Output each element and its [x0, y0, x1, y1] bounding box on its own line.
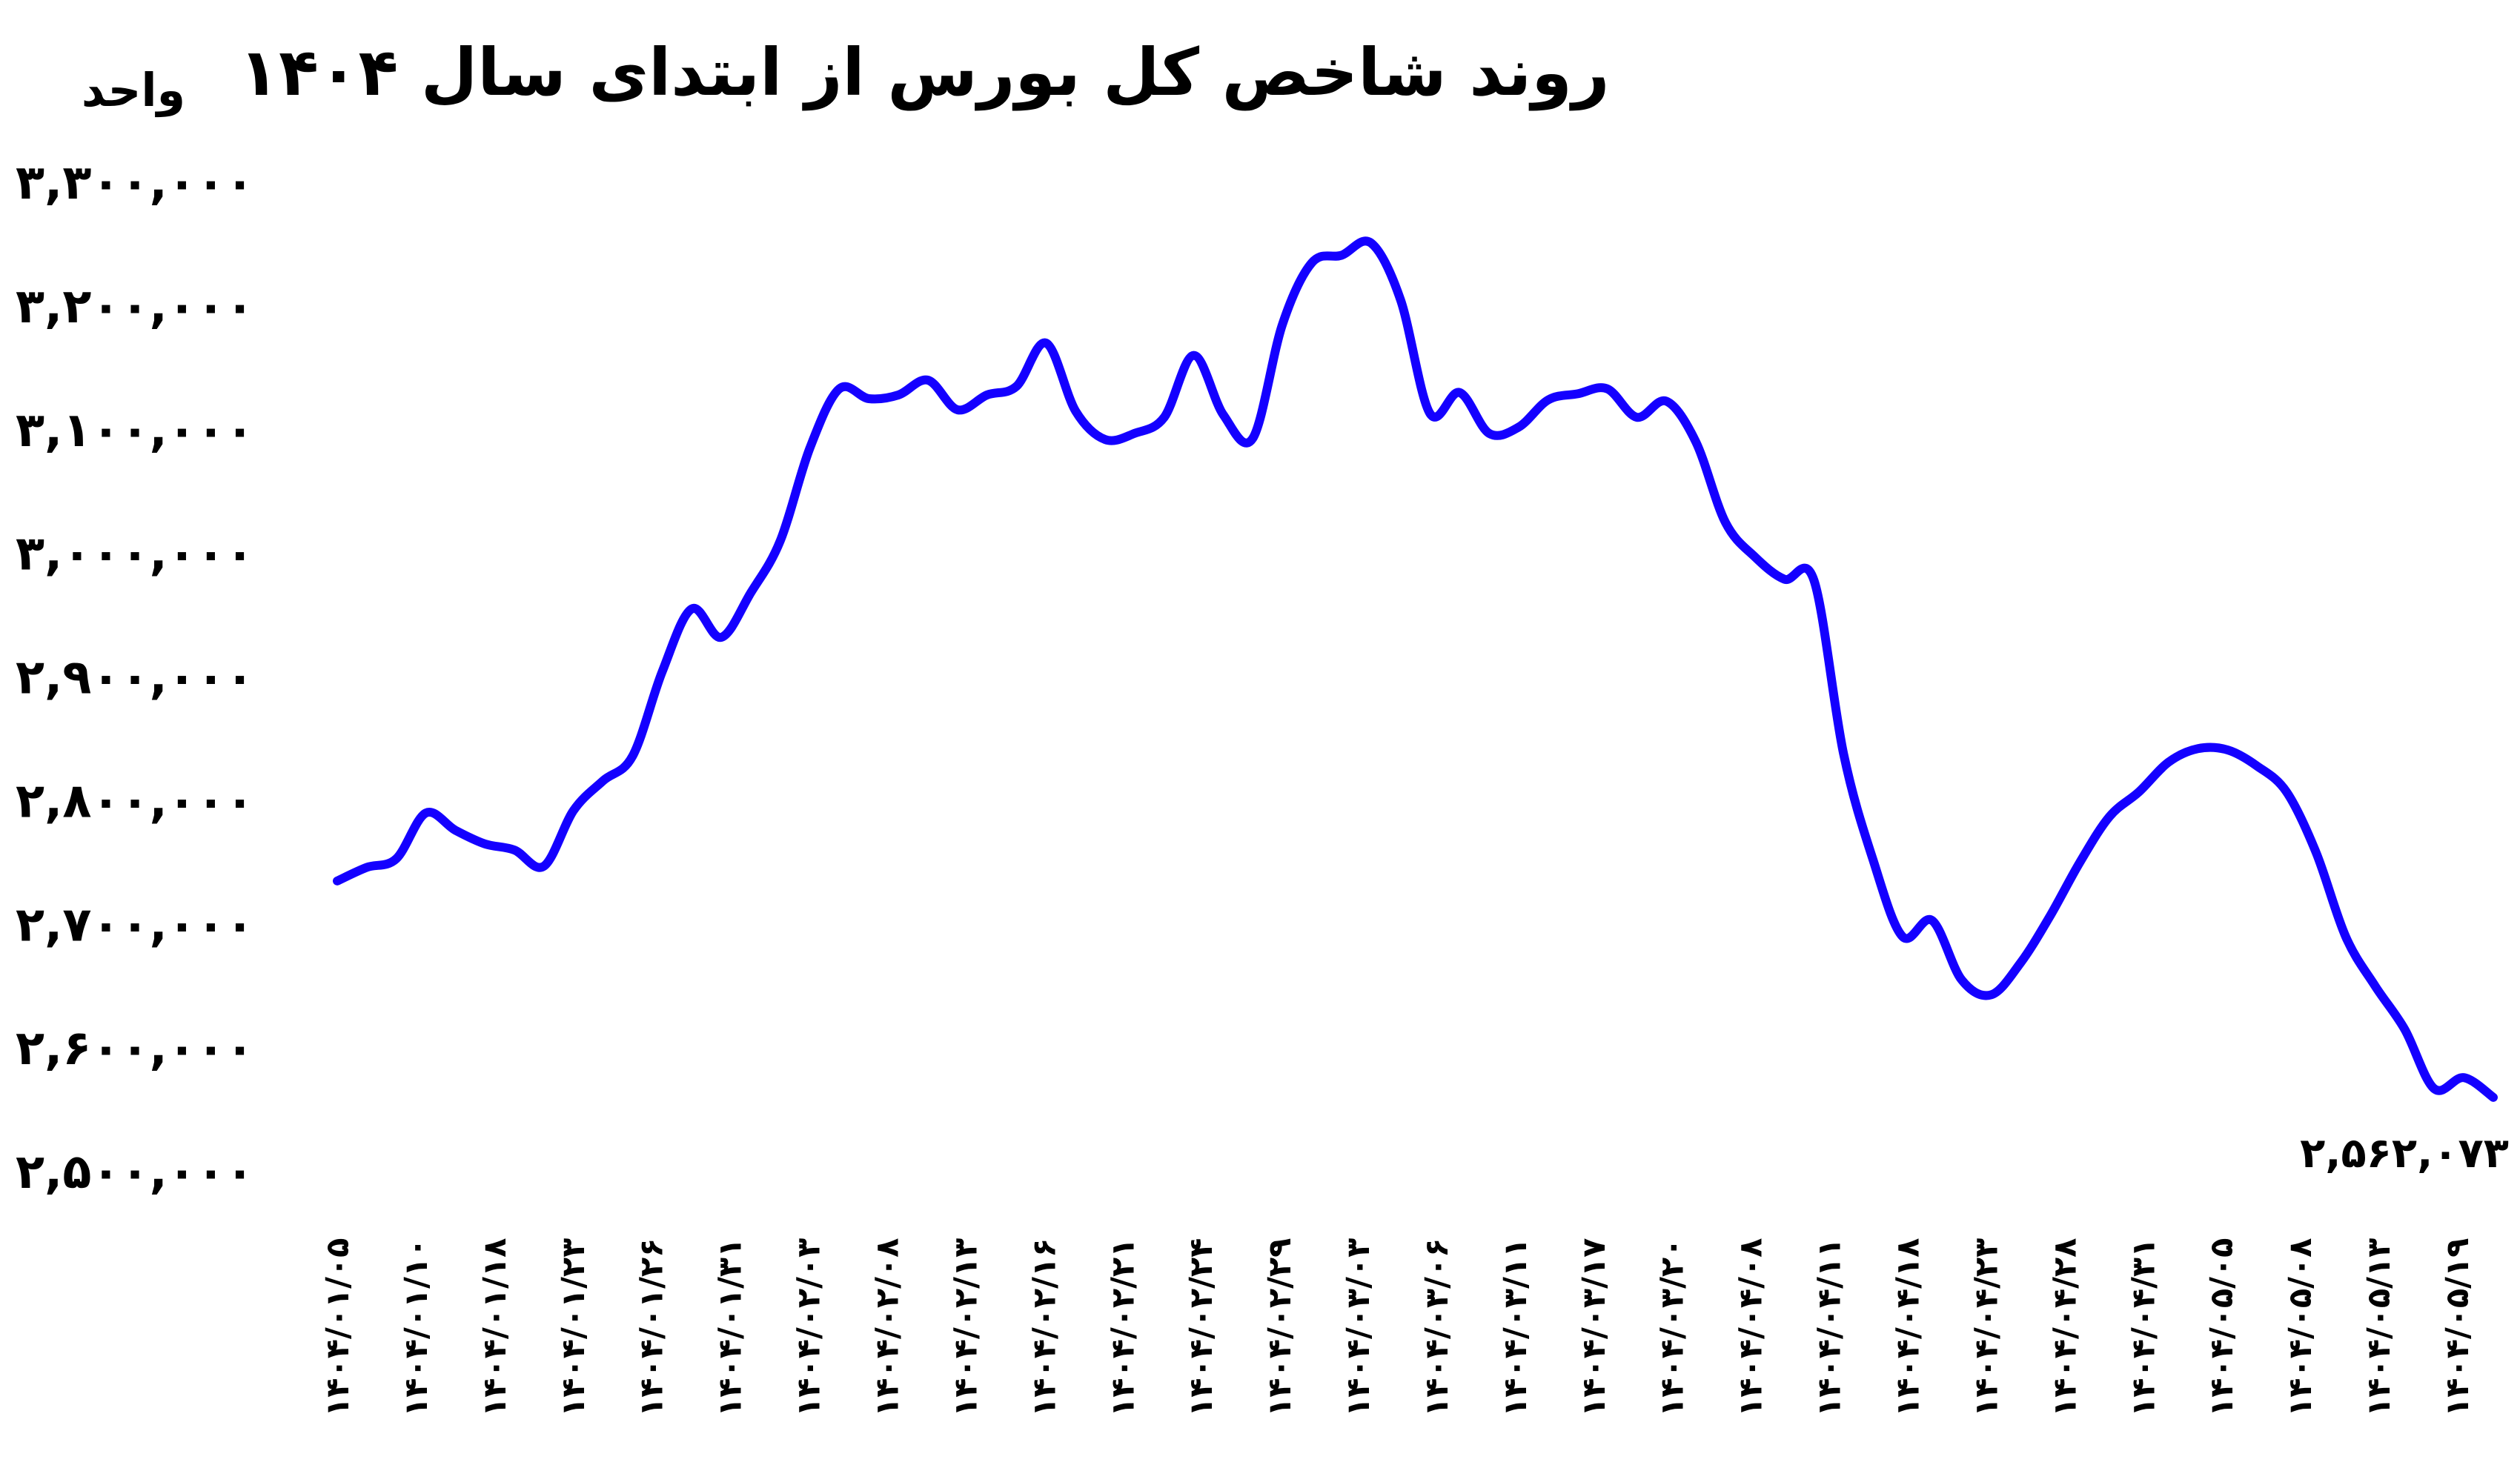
x-tick-label: ۱۴۰۴/۰۲/۱۳	[947, 1238, 984, 1417]
x-tick-label: ۱۴۰۴/۰۲/۲۱	[1104, 1238, 1141, 1417]
x-axis-ticks: ۱۴۰۴/۰۱/۰۵ ۱۴۰۴/۰۱/۱۰ ۱۴۰۴/۰۱/۱۸ ۱۴۰۴/۰۱/۲۳…	[319, 1238, 2476, 1417]
last-value-label: ۲,۵۶۲,۰۷۳	[2300, 1129, 2509, 1178]
x-tick-label: ۱۴۰۴/۰۱/۳۱	[712, 1238, 749, 1417]
y-tick-label: ۲,۶۰۰,۰۰۰	[16, 1021, 254, 1076]
x-tick-label: ۱۴۰۴/۰۲/۲۴	[1183, 1238, 1220, 1417]
x-tick-label: ۱۴۰۴/۰۴/۲۳	[1968, 1238, 2005, 1417]
y-tick-label: ۳,۱۰۰,۰۰۰	[16, 403, 254, 458]
y-axis-unit-label: واحد	[82, 63, 185, 117]
x-tick-label: ۱۴۰۴/۰۴/۰۸	[1733, 1238, 1770, 1417]
y-tick-label: ۲,۷۰۰,۰۰۰	[16, 897, 254, 952]
y-axis-ticks: ۳,۳۰۰,۰۰۰ ۳,۲۰۰,۰۰۰ ۳,۱۰۰,۰۰۰ ۳,۰۰۰,۰۰۰ ۲,۹۰…	[16, 156, 254, 1200]
y-tick-label: ۳,۲۰۰,۰۰۰	[16, 279, 254, 334]
chart-title: روند شاخص کل بورس از ابتدای سال ۱۴۰۴	[239, 34, 1609, 111]
x-tick-label: ۱۴۰۴/۰۳/۱۱	[1497, 1238, 1534, 1417]
y-tick-label: ۲,۵۰۰,۰۰۰	[16, 1145, 254, 1200]
x-tick-label: ۱۴۰۴/۰۴/۲۸	[2046, 1238, 2083, 1417]
x-tick-label: ۱۴۰۴/۰۳/۰۳	[1340, 1238, 1377, 1417]
x-tick-label: ۱۴۰۴/۰۱/۱۸	[477, 1238, 514, 1417]
x-tick-label: ۱۴۰۴/۰۴/۱۱	[1811, 1238, 1848, 1417]
index-series-line	[333, 236, 2498, 1102]
y-tick-label: ۳,۳۰۰,۰۰۰	[16, 156, 254, 210]
x-tick-label: ۱۴۰۴/۰۲/۲۹	[1261, 1238, 1299, 1417]
y-tick-label: ۲,۸۰۰,۰۰۰	[16, 774, 254, 828]
x-tick-label: ۱۴۰۴/۰۲/۰۳	[791, 1238, 828, 1417]
x-tick-label: ۱۴۰۴/۰۵/۰۵	[2204, 1238, 2241, 1417]
x-tick-label: ۱۴۰۴/۰۳/۰۶	[1419, 1238, 1456, 1417]
x-tick-label: ۱۴۰۴/۰۱/۲۳	[555, 1238, 592, 1417]
x-tick-label: ۱۴۰۴/۰۳/۲۰	[1654, 1238, 1691, 1417]
x-tick-label: ۱۴۰۴/۰۱/۲۶	[634, 1238, 671, 1417]
x-tick-label: ۱۴۰۴/۰۲/۰۸	[869, 1238, 906, 1417]
x-tick-label: ۱۴۰۴/۰۱/۰۵	[319, 1238, 357, 1417]
x-tick-label: ۱۴۰۴/۰۴/۳۱	[2125, 1238, 2162, 1417]
y-tick-label: ۳,۰۰۰,۰۰۰	[16, 527, 254, 582]
x-tick-label: ۱۴۰۴/۰۵/۱۳	[2361, 1238, 2398, 1417]
x-tick-label: ۱۴۰۴/۰۴/۱۸	[1890, 1238, 1927, 1417]
x-tick-label: ۱۴۰۴/۰۲/۱۶	[1026, 1238, 1063, 1417]
x-tick-label: ۱۴۰۴/۰۵/۰۸	[2282, 1238, 2319, 1417]
x-tick-label: ۱۴۰۴/۰۵/۱۹	[2439, 1238, 2476, 1417]
x-tick-label: ۱۴۰۴/۰۱/۱۰	[398, 1238, 435, 1417]
y-tick-label: ۲,۹۰۰,۰۰۰	[16, 651, 254, 705]
x-tick-label: ۱۴۰۴/۰۳/۱۷	[1576, 1238, 1613, 1417]
